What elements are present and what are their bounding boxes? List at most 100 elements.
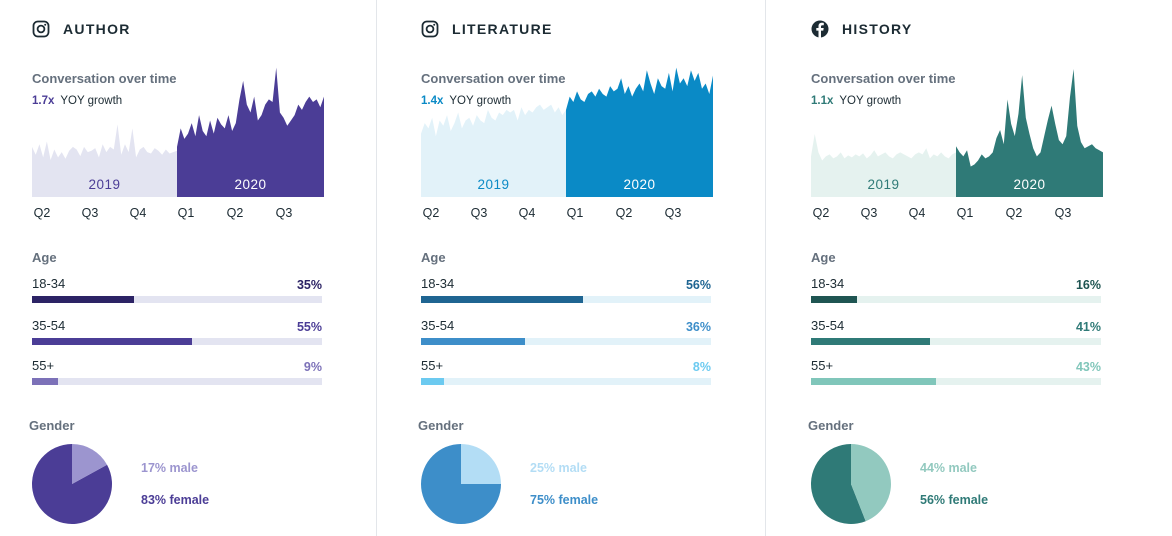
gender-male-text: 17% male bbox=[141, 461, 198, 475]
quarter-tick-label: Q3 bbox=[664, 206, 682, 220]
age-bar-track bbox=[811, 296, 1101, 303]
age-row: 35-54 41% bbox=[811, 318, 1101, 348]
year-label-2020: 2020 bbox=[1013, 177, 1045, 192]
gender-male-text: 44% male bbox=[920, 461, 977, 475]
age-bar-track bbox=[32, 338, 322, 345]
age-group-label: 55+ bbox=[421, 358, 444, 373]
area-series-2020 bbox=[956, 69, 1103, 197]
instagram-icon bbox=[32, 20, 50, 38]
panel-title: LITERATURE bbox=[452, 21, 553, 37]
gender-male-text: 25% male bbox=[530, 461, 587, 475]
quarter-tick-label: Q1 bbox=[956, 206, 974, 220]
age-bar-track bbox=[421, 338, 711, 345]
age-bar-track bbox=[32, 378, 322, 385]
panel-divider bbox=[765, 0, 766, 536]
panel-header: HISTORY bbox=[811, 18, 913, 40]
age-bar-fill bbox=[32, 338, 192, 345]
age-bar-track bbox=[421, 378, 711, 385]
panel-title: AUTHOR bbox=[63, 21, 131, 37]
age-bar-fill bbox=[811, 296, 858, 303]
quarter-tick-label: Q3 bbox=[275, 206, 293, 220]
age-group-pct: 9% bbox=[303, 360, 322, 374]
area-series-2019 bbox=[32, 124, 177, 197]
age-bar-fill bbox=[32, 378, 59, 385]
yoy-growth: 1.1x YOY growth bbox=[811, 95, 901, 107]
age-bar-fill bbox=[421, 296, 584, 303]
age-group-pct: 43% bbox=[1075, 360, 1101, 374]
year-label-2020: 2020 bbox=[234, 177, 266, 192]
age-group-label: 35-54 bbox=[421, 318, 455, 333]
age-row: 18-34 56% bbox=[421, 276, 711, 306]
quarter-tick-label: Q2 bbox=[615, 206, 633, 220]
age-group-pct: 36% bbox=[685, 320, 711, 334]
gender-title: Gender bbox=[808, 418, 854, 433]
conversation-area-chart: 2019 2020 bbox=[811, 69, 1103, 197]
growth-label: YOY growth bbox=[449, 95, 512, 107]
instagram-icon bbox=[421, 20, 439, 38]
growth-value: 1.1x bbox=[811, 95, 834, 107]
growth-value: 1.4x bbox=[421, 95, 444, 107]
gender-title: Gender bbox=[418, 418, 464, 433]
panel-title: HISTORY bbox=[842, 21, 913, 37]
age-bar-track bbox=[811, 338, 1101, 345]
growth-label: YOY growth bbox=[60, 95, 123, 107]
quarter-tick-label: Q4 bbox=[908, 206, 926, 220]
age-bar-track bbox=[811, 378, 1101, 385]
pie-slice-female bbox=[810, 444, 866, 524]
age-group-label: 18-34 bbox=[32, 276, 66, 291]
quarter-tick-label: Q2 bbox=[226, 206, 244, 220]
year-label-2019: 2019 bbox=[867, 177, 899, 192]
panel-divider bbox=[376, 0, 377, 536]
age-group-pct: 35% bbox=[296, 278, 322, 292]
year-label-2019: 2019 bbox=[88, 177, 120, 192]
pie-slice-female bbox=[31, 444, 112, 524]
age-row: 55+ 8% bbox=[421, 358, 711, 388]
growth-label: YOY growth bbox=[839, 95, 902, 107]
year-label-2019: 2019 bbox=[477, 177, 509, 192]
yoy-growth: 1.7x YOY growth bbox=[32, 95, 122, 107]
quarter-tick-label: Q3 bbox=[81, 206, 99, 220]
pie-slice-male bbox=[72, 444, 108, 484]
age-bar-fill bbox=[811, 378, 936, 385]
area-series-2020 bbox=[566, 67, 713, 197]
yoy-growth: 1.4x YOY growth bbox=[421, 95, 511, 107]
age-group-pct: 16% bbox=[1075, 278, 1101, 292]
age-row: 35-54 36% bbox=[421, 318, 711, 348]
quarter-tick-label: Q3 bbox=[470, 206, 488, 220]
panel-history: HISTORY 2019 2020 Conversation over time … bbox=[808, 0, 1111, 536]
area-series-2019 bbox=[421, 104, 566, 197]
panel-header: AUTHOR bbox=[32, 18, 131, 40]
panel-literature: LITERATURE 2019 2020 Conversation over ti… bbox=[418, 0, 721, 536]
quarter-tick-label: Q2 bbox=[33, 206, 51, 220]
conversation-title: Conversation over time bbox=[811, 71, 956, 86]
quarter-tick-label: Q2 bbox=[812, 206, 830, 220]
quarter-tick-label: Q2 bbox=[1005, 206, 1023, 220]
facebook-icon bbox=[811, 20, 829, 38]
conversation-area-chart: 2019 2020 bbox=[32, 67, 324, 197]
quarter-tick-label: Q4 bbox=[129, 206, 147, 220]
area-series-2020 bbox=[177, 67, 324, 197]
gender-pie-chart bbox=[31, 444, 112, 524]
age-group-label: 55+ bbox=[811, 358, 834, 373]
age-row: 18-34 35% bbox=[32, 276, 322, 306]
quarter-tick-label: Q2 bbox=[422, 206, 440, 220]
age-group-pct: 55% bbox=[296, 320, 322, 334]
quarter-tick-label: Q1 bbox=[566, 206, 584, 220]
growth-value: 1.7x bbox=[32, 95, 55, 107]
pie-slice-male bbox=[851, 444, 891, 522]
gender-female-text: 56% female bbox=[920, 493, 989, 507]
quarter-tick-label: Q3 bbox=[860, 206, 878, 220]
conversation-area-chart: 2019 2020 bbox=[421, 67, 713, 197]
age-group-label: 18-34 bbox=[421, 276, 455, 291]
age-bar-track bbox=[421, 296, 711, 303]
quarter-axis: Q2 Q3 Q4 Q1 Q2 Q3 bbox=[811, 206, 1106, 222]
gender-female-text: 83% female bbox=[141, 493, 210, 507]
gender-pie-chart bbox=[810, 444, 891, 524]
age-group-label: 55+ bbox=[32, 358, 55, 373]
age-title: Age bbox=[32, 250, 57, 265]
age-row: 35-54 55% bbox=[32, 318, 322, 348]
quarter-axis: Q2 Q3 Q4 Q1 Q2 Q3 bbox=[32, 206, 327, 222]
age-bar-track bbox=[32, 296, 322, 303]
age-group-label: 35-54 bbox=[32, 318, 66, 333]
age-bar-fill bbox=[32, 296, 134, 303]
